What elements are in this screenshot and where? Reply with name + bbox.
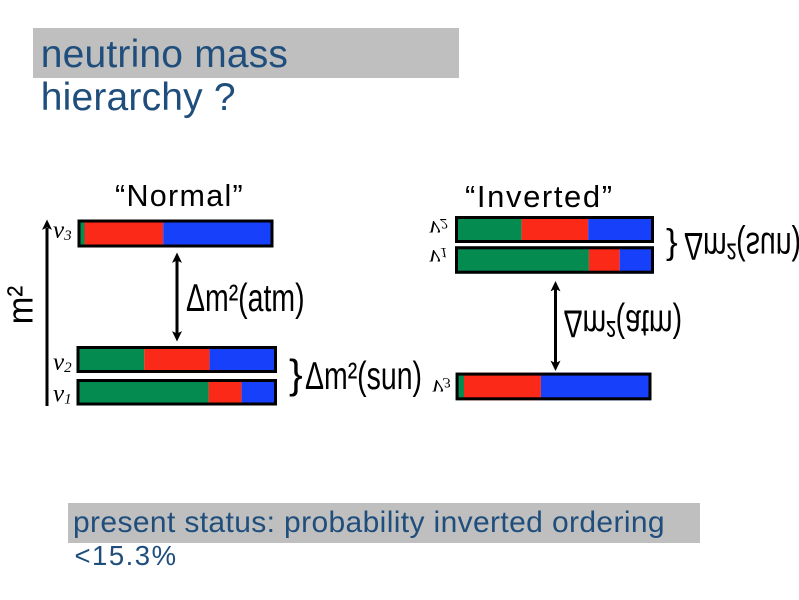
svg-text:m²: m² bbox=[1, 286, 41, 325]
svg-text:“Inverted”: “Inverted” bbox=[465, 179, 614, 214]
svg-text:Δm²(sun): Δm²(sun) bbox=[684, 224, 799, 267]
svg-text:ν1: ν1 bbox=[53, 381, 72, 408]
svg-text:Δm²(atm): Δm²(atm) bbox=[186, 277, 305, 320]
svg-text:Δm²(sun): Δm²(sun) bbox=[305, 355, 422, 398]
svg-text:ν2: ν2 bbox=[429, 215, 448, 242]
svg-text:ν3: ν3 bbox=[432, 374, 451, 401]
svg-text:“Normal”: “Normal” bbox=[115, 179, 244, 213]
svg-text:ν1: ν1 bbox=[429, 244, 448, 271]
svg-text:}: } bbox=[666, 228, 678, 267]
svg-text:Δm²(atm): Δm²(atm) bbox=[564, 301, 683, 344]
svg-text:ν3: ν3 bbox=[53, 217, 72, 244]
svg-text:ν2: ν2 bbox=[53, 349, 72, 376]
svg-text:}: } bbox=[289, 351, 303, 397]
